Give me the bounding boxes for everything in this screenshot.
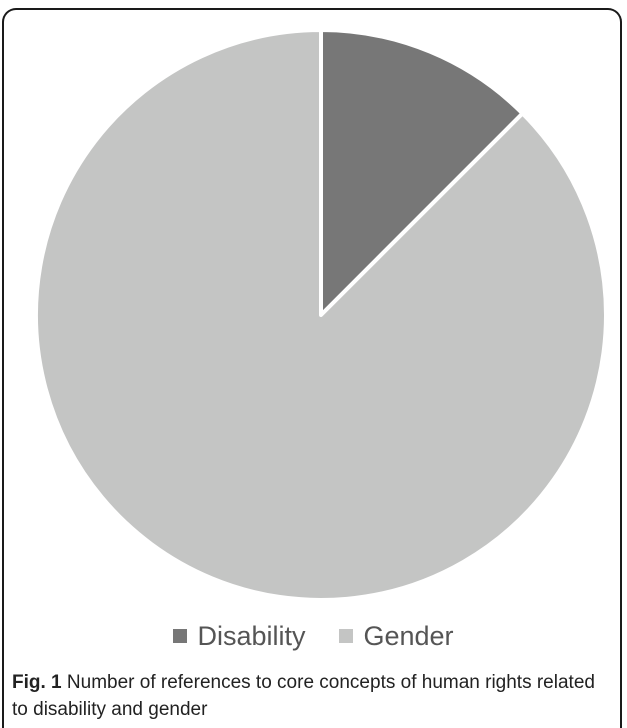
chart-legend: Disability Gender <box>0 616 627 656</box>
legend-item-gender: Gender <box>339 620 454 652</box>
figure-frame <box>2 8 622 728</box>
caption-label: Fig. 1 <box>12 672 62 693</box>
caption-text: Number of references to core concepts of… <box>12 672 595 720</box>
legend-label-gender: Gender <box>363 620 454 651</box>
legend-swatch-gender <box>339 629 354 643</box>
figure-caption: Fig. 1 Number of references to core conc… <box>12 669 612 723</box>
pie-slice-gender <box>33 28 608 602</box>
pie-slice-disability <box>319 28 525 317</box>
legend-item-disability: Disability <box>173 621 305 652</box>
legend-swatch-disability <box>173 629 188 643</box>
legend-label-disability: Disability <box>197 620 306 651</box>
